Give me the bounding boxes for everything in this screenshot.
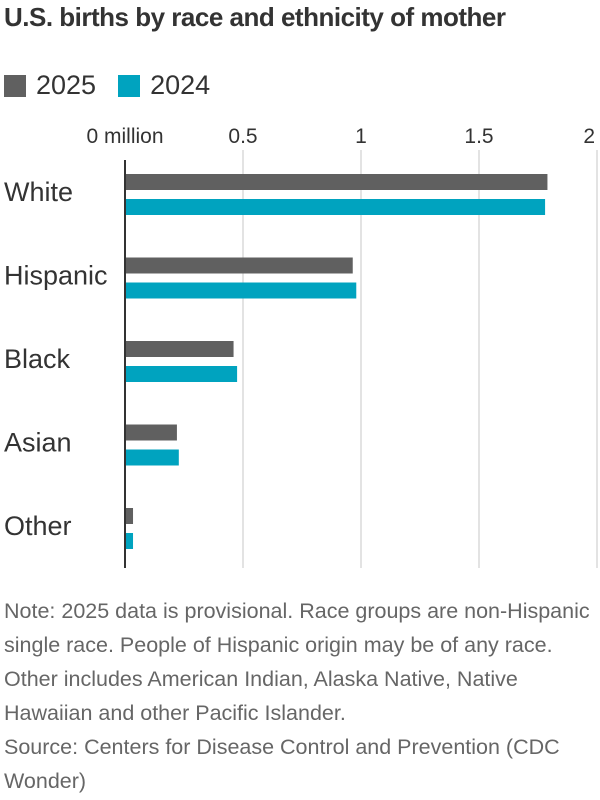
x-tick-label: 2: [583, 125, 595, 148]
category-label: White: [4, 177, 73, 207]
category-label: Black: [4, 344, 71, 374]
legend-swatch-2024: [118, 74, 141, 97]
legend-item-2025: 2025: [4, 70, 96, 101]
bar-asian-2024: [125, 449, 179, 466]
category-label: Hispanic: [4, 261, 108, 291]
bar-white-2025: [125, 174, 548, 190]
bar-white-2024: [125, 199, 546, 215]
legend: 2025 2024: [4, 70, 232, 101]
legend-swatch-2025: [4, 74, 26, 97]
bar-other-2025: [125, 508, 134, 524]
bar-black-2025: [125, 341, 234, 357]
category-label: Asian: [4, 428, 72, 458]
bar-other-2024: [125, 533, 134, 549]
legend-label-2024: 2024: [150, 70, 211, 100]
x-tick-label: 0 million: [86, 125, 163, 148]
legend-label-2025: 2025: [36, 70, 97, 100]
bar-asian-2025: [125, 424, 177, 441]
x-tick-label: 1.5: [464, 125, 493, 148]
x-tick-label: 1: [355, 125, 367, 148]
bar-hispanic-2025: [125, 257, 353, 274]
chart-title: U.S. births by race and ethnicity of mot…: [4, 2, 506, 32]
chart-notes: Note: 2025 data is provisional. Race gro…: [4, 594, 600, 798]
x-tick-label: 0.5: [228, 125, 257, 148]
note-text: Note: 2025 data is provisional. Race gro…: [4, 599, 590, 725]
category-label: Other: [4, 511, 72, 541]
bar-black-2024: [125, 366, 238, 382]
source-text: Source: Centers for Disease Control and …: [4, 735, 560, 793]
bar-hispanic-2024: [125, 282, 357, 299]
bar-chart: 0 million 0.5 1 1.5 2 White Hispanic Black Asian…: [4, 125, 598, 568]
legend-item-2024: 2024: [118, 70, 210, 101]
